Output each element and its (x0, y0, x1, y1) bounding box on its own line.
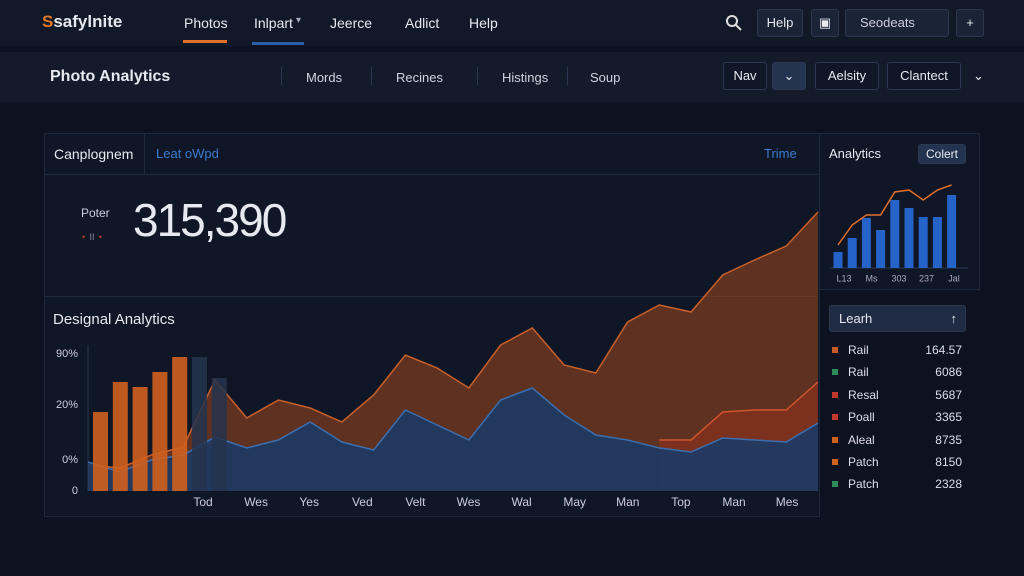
item-swatch (832, 459, 838, 465)
item-swatch (832, 414, 838, 421)
action-button[interactable]: Aelsity (815, 62, 879, 90)
tab[interactable]: Soup (590, 70, 621, 85)
item-value: 164.57 (925, 343, 962, 357)
logo-mark: S (42, 12, 54, 31)
hover-underline (252, 42, 304, 45)
item-swatch (832, 481, 838, 488)
divider (44, 174, 818, 175)
stat-value: 315,390 (133, 194, 287, 246)
divider (44, 296, 818, 297)
search-input[interactable]: Seodeats (845, 9, 949, 37)
separator (371, 67, 372, 85)
nav-item[interactable]: Help (469, 15, 498, 31)
item-name: Patch (848, 477, 879, 492)
side-title: Analytics (829, 146, 882, 161)
dropdown-button[interactable]: ⌄ (772, 62, 806, 90)
item-name: Resal (848, 387, 879, 402)
item-name: Patch (848, 455, 879, 469)
item-name: Rail (848, 365, 869, 380)
item-swatch (832, 436, 838, 443)
up-arrow: ↑ (950, 311, 958, 326)
item-name: Aleal (848, 432, 875, 447)
add-button[interactable]: + (956, 9, 984, 37)
side-button[interactable]: Colert (918, 144, 966, 164)
item-value: 3365 (935, 410, 962, 425)
list-button-label: Learh (839, 311, 873, 326)
page-title: Photo Analytics (50, 68, 171, 85)
item-swatch (832, 391, 838, 398)
logo: Ssafylnite (42, 12, 122, 32)
help-button[interactable]: Help (757, 9, 803, 37)
action-button[interactable]: Clantect (887, 62, 961, 90)
search-icon[interactable] (725, 14, 743, 32)
separator (567, 67, 568, 85)
tab[interactable]: Mords (306, 70, 343, 85)
item-swatch (832, 369, 838, 376)
stat-label: Poter (81, 206, 110, 220)
tab[interactable]: Recines (396, 70, 443, 85)
nav-item[interactable]: Adlict (405, 15, 440, 31)
item-value: 6086 (935, 365, 962, 380)
stat-indicator: • II • (82, 232, 102, 242)
item-value: 5687 (935, 387, 962, 402)
chevron[interactable]: ⌄ (973, 68, 984, 83)
item-name: Poall (848, 410, 875, 425)
list-button[interactable]: Learh ↑ (829, 305, 966, 332)
item-swatch (832, 347, 838, 353)
item-name: Rail (848, 343, 869, 357)
chevron: ▾ (296, 15, 302, 26)
nav-button[interactable]: Nav (723, 62, 767, 90)
active-underline (183, 40, 227, 43)
item-value: 8735 (935, 432, 962, 447)
tab[interactable]: Histings (502, 70, 549, 85)
separator (281, 67, 282, 85)
nav-item[interactable]: Inlpart (254, 15, 293, 31)
panel-link[interactable]: Trime (764, 146, 797, 161)
icon-button[interactable]: ▣ (811, 9, 839, 37)
item-value: 8150 (935, 455, 962, 469)
item-value: 2328 (935, 477, 962, 492)
separator (477, 67, 478, 85)
panel-tab[interactable]: Canplognem (54, 146, 134, 162)
nav-item[interactable]: Photos (184, 15, 228, 31)
chart-title: Designal Analytics (53, 311, 175, 328)
logo-text: safylnite (53, 12, 123, 31)
divider (144, 133, 145, 174)
panel-tab[interactable]: Leat oWpd (156, 146, 219, 161)
nav-item[interactable]: Jeerce (330, 15, 373, 31)
